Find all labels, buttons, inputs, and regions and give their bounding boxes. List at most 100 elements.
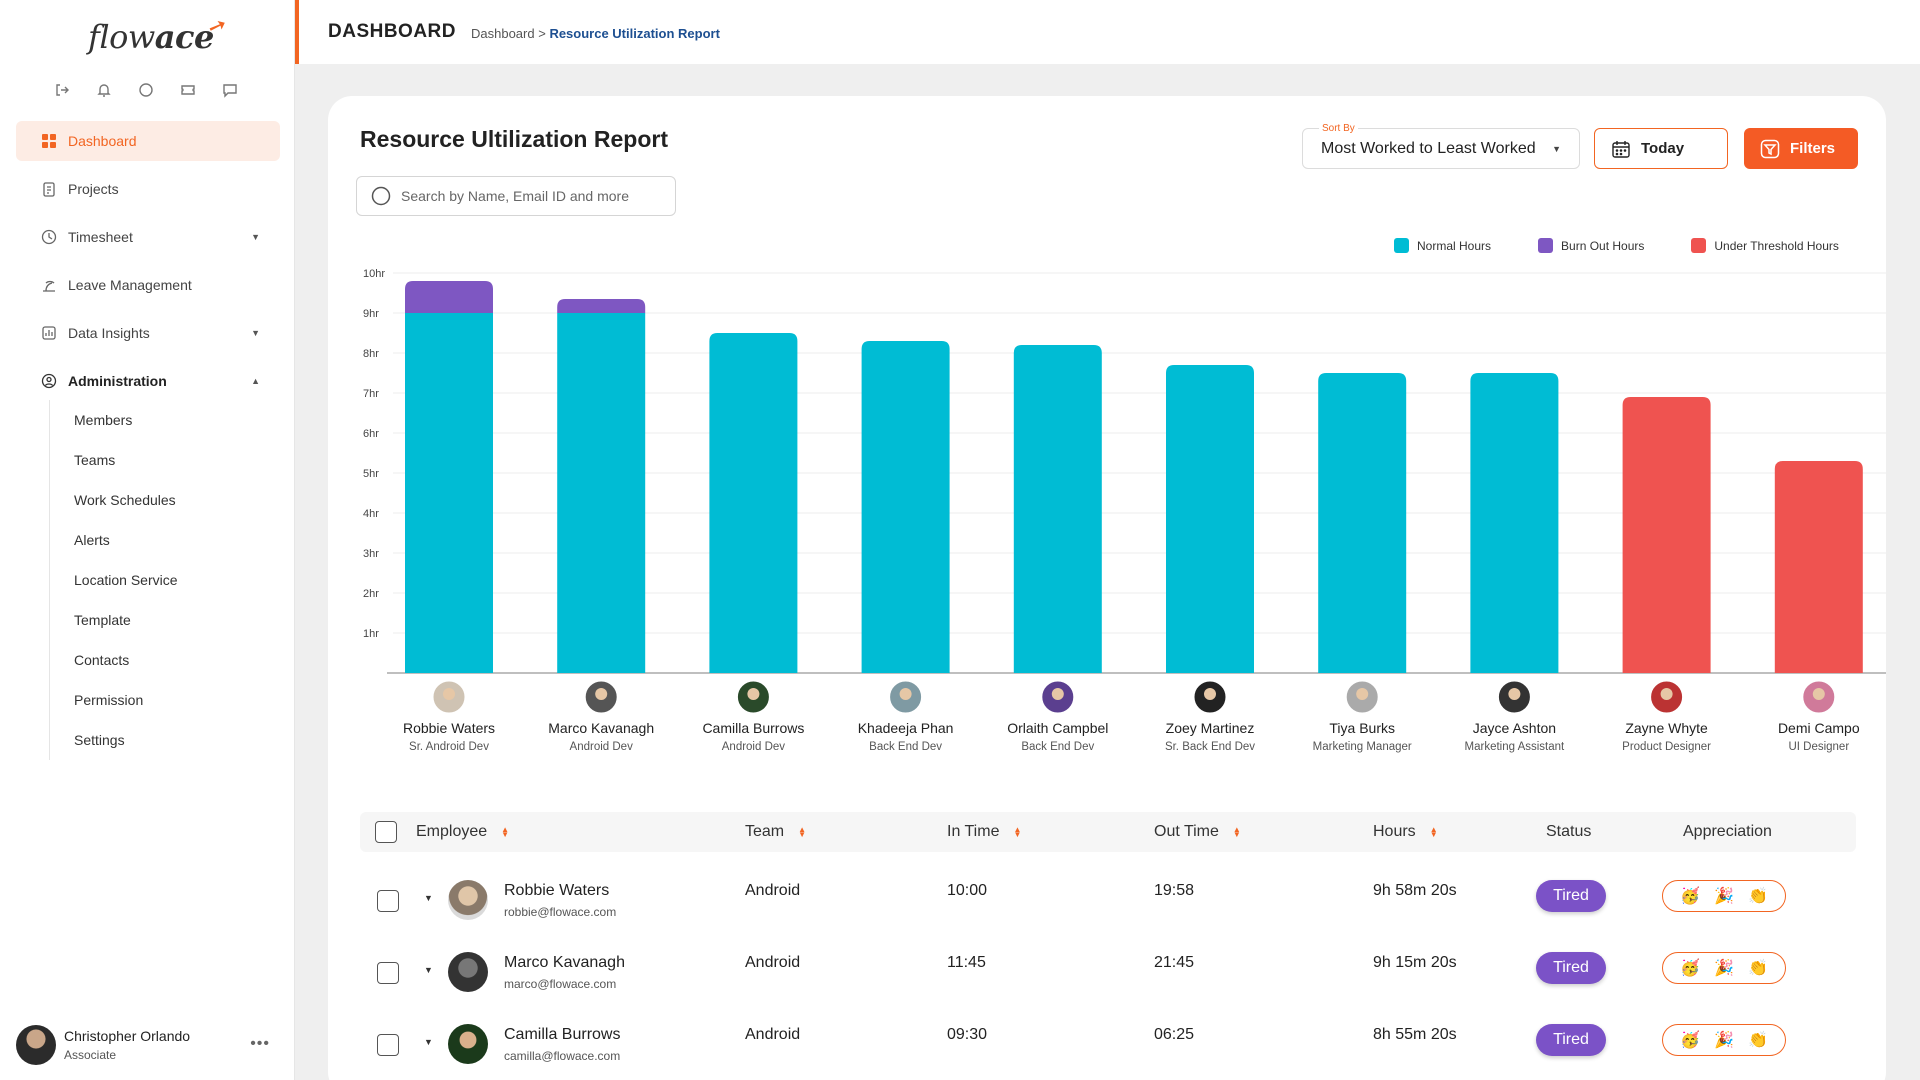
feedback-icon[interactable]: [220, 80, 240, 100]
sidebar: flowace ➚ Dashboard Proje: [0, 0, 295, 1080]
subnav-item-permission[interactable]: Permission: [74, 692, 144, 708]
sort-icon[interactable]: ▲ ▼: [798, 825, 807, 839]
expand-row-icon[interactable]: ▼: [424, 893, 433, 903]
select-all-checkbox[interactable]: [375, 821, 397, 843]
row-checkbox[interactable]: [377, 1034, 399, 1056]
clapping-hands-emoji[interactable]: 👏: [1748, 960, 1768, 977]
party-face-emoji[interactable]: 🥳: [1680, 888, 1700, 905]
today-button[interactable]: Today: [1594, 128, 1728, 169]
legend-swatch: [1691, 238, 1707, 253]
sort-icon[interactable]: ▲ ▼: [501, 825, 510, 839]
logo-text-light: flow: [88, 18, 155, 56]
hours-cell: 9h 58m 20s: [1373, 882, 1457, 899]
current-user[interactable]: Christopher Orlando Associate •••: [16, 1023, 278, 1067]
table-row[interactable]: ▼ Robbie Waters robbie@flowace.com Andro…: [360, 864, 1856, 936]
x-tick-employee-name: Khadeeja Phan: [858, 720, 954, 736]
in-time-cell: 10:00: [947, 882, 988, 899]
subnav-item-work-schedules[interactable]: Work Schedules: [74, 492, 176, 508]
breadcrumb-root[interactable]: Dashboard: [471, 26, 535, 41]
logout-icon[interactable]: [52, 80, 72, 100]
sidebar-item-data-insights[interactable]: Data Insights ▼: [16, 313, 280, 353]
employee-avatar-face: [899, 688, 912, 700]
sidebar-item-leave-management[interactable]: Leave Management: [16, 265, 280, 305]
row-checkbox[interactable]: [377, 962, 399, 984]
caret-down-icon[interactable]: ▼: [251, 232, 260, 242]
party-popper-emoji[interactable]: 🎉: [1714, 1032, 1734, 1049]
x-tick-employee-role: Android Dev: [722, 741, 786, 753]
caret-down-icon[interactable]: ▼: [251, 328, 260, 338]
x-tick-employee-role: Marketing Assistant: [1465, 741, 1566, 753]
subnav-item-members[interactable]: Members: [74, 412, 133, 428]
page-title: DASHBOARD: [328, 21, 456, 42]
y-tick-label: 3hr: [363, 548, 379, 560]
subnav-item-alerts[interactable]: Alerts: [74, 532, 110, 548]
appreciation-picker: 🥳 🎉 👏: [1662, 880, 1786, 912]
column-out-time[interactable]: Out Time ▲ ▼: [1154, 823, 1241, 841]
subnav-item-teams[interactable]: Teams: [74, 452, 116, 468]
expand-row-icon[interactable]: ▼: [424, 1037, 433, 1047]
table-row[interactable]: ▼ Marco Kavanagh marco@flowace.com Andro…: [360, 936, 1856, 1008]
search-icon: [371, 186, 391, 206]
legend-normal-hours: Normal Hours: [1394, 238, 1491, 253]
clock-icon: [40, 228, 58, 246]
sort-icon[interactable]: ▲ ▼: [1013, 825, 1022, 839]
x-tick-employee-role: Back End Dev: [1021, 741, 1094, 753]
sidebar-item-timesheet[interactable]: Timesheet ▼: [16, 217, 280, 257]
row-checkbox[interactable]: [377, 890, 399, 912]
expand-row-icon[interactable]: ▼: [424, 965, 433, 975]
employee-avatar-face: [443, 688, 455, 700]
in-time-cell: 09:30: [947, 1026, 988, 1043]
x-tick-employee-name: Zoey Martinez: [1166, 720, 1255, 736]
ticket-icon[interactable]: [178, 80, 198, 100]
party-face-emoji[interactable]: 🥳: [1680, 960, 1700, 977]
bar-under-threshold-hours: [1622, 397, 1711, 673]
y-tick-label: 6hr: [363, 428, 379, 440]
filters-button[interactable]: Filters: [1744, 128, 1858, 169]
x-tick-employee-name: Tiya Burks: [1329, 720, 1395, 736]
clapping-hands-emoji[interactable]: 👏: [1748, 888, 1768, 905]
y-tick-label: 7hr: [363, 388, 379, 400]
search-input[interactable]: [401, 188, 661, 204]
sort-by-value: Most Worked to Least Worked: [1321, 140, 1536, 157]
flowace-logo[interactable]: flowace ➚: [88, 12, 230, 56]
column-in-time[interactable]: In Time ▲ ▼: [947, 823, 1021, 841]
clapping-hands-emoji[interactable]: 👏: [1748, 1032, 1768, 1049]
sidebar-item-projects[interactable]: Projects: [16, 169, 280, 209]
bell-icon[interactable]: [94, 80, 114, 100]
sidebar-item-administration[interactable]: Administration ▲: [16, 361, 280, 401]
caret-up-icon[interactable]: ▲: [251, 376, 260, 386]
column-hours[interactable]: Hours ▲ ▼: [1373, 823, 1438, 841]
sort-icon[interactable]: ▲ ▼: [1429, 825, 1438, 839]
column-team[interactable]: Team ▲ ▼: [745, 823, 806, 841]
sidebar-item-label: Timesheet: [68, 229, 133, 245]
sidebar-item-dashboard[interactable]: Dashboard: [16, 121, 280, 161]
bar-burnout-hours: [405, 281, 493, 313]
bar-normal-hours: [1013, 345, 1102, 673]
party-popper-emoji[interactable]: 🎉: [1714, 888, 1734, 905]
chat-icon[interactable]: [136, 80, 156, 100]
checkbox[interactable]: [375, 821, 397, 843]
x-tick-employee-role: Android Dev: [570, 741, 634, 753]
bar-burnout-hours: [557, 299, 646, 313]
sort-by-select[interactable]: Sort By Most Worked to Least Worked ▼: [1302, 123, 1580, 169]
column-label: Status: [1546, 823, 1592, 840]
party-face-emoji[interactable]: 🥳: [1680, 1032, 1700, 1049]
table-row[interactable]: ▼ Camilla Burrows camilla@flowace.com An…: [360, 1008, 1856, 1080]
column-label: Employee: [416, 823, 488, 840]
subnav-item-settings[interactable]: Settings: [74, 732, 125, 748]
appreciation-picker: 🥳 🎉 👏: [1662, 952, 1786, 984]
column-appreciation: Appreciation: [1683, 823, 1772, 841]
employee-avatar-face: [1356, 688, 1369, 700]
column-employee[interactable]: Employee ▲ ▼: [416, 823, 509, 841]
subnav-item-template[interactable]: Template: [74, 612, 131, 628]
search-box[interactable]: [356, 176, 676, 216]
more-options-icon[interactable]: •••: [250, 1035, 270, 1052]
x-tick-employee-name: Orlaith Campbel: [1007, 720, 1108, 736]
sort-icon[interactable]: ▲ ▼: [1232, 825, 1241, 839]
grid-icon: [40, 132, 58, 150]
calendar-icon: [1611, 139, 1631, 159]
party-popper-emoji[interactable]: 🎉: [1714, 960, 1734, 977]
subnav-item-contacts[interactable]: Contacts: [74, 652, 130, 668]
subnav-item-location-service[interactable]: Location Service: [74, 572, 178, 588]
x-tick-employee-role: UI Designer: [1788, 741, 1849, 753]
